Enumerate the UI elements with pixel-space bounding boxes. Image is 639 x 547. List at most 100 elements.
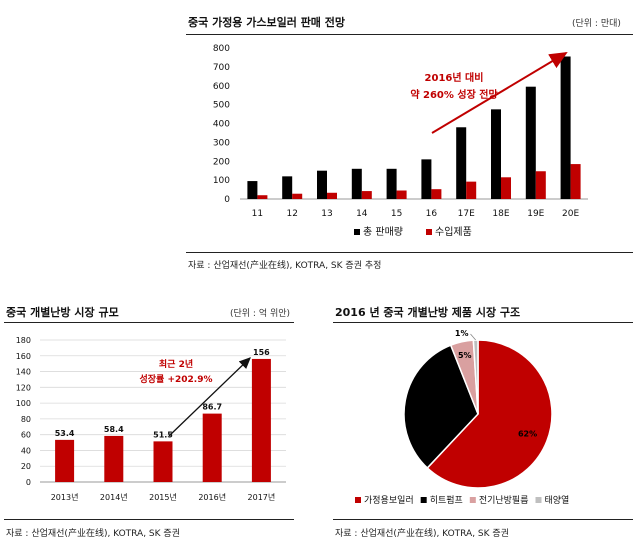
legend-label: 가정용보일러	[364, 495, 414, 506]
bar-total	[525, 86, 536, 199]
annotation-line2: 성장률 +202.9%	[140, 373, 213, 385]
y-tick-label: 80	[21, 415, 31, 424]
bar-import	[501, 177, 511, 199]
x-tick-label: 12	[286, 209, 297, 219]
top-source-rule	[186, 252, 633, 253]
y-tick-label: 0	[26, 478, 31, 487]
y-tick-label: 0	[224, 195, 230, 205]
bar-import	[327, 192, 337, 199]
pie-slice	[426, 339, 553, 489]
legend-label: 히트펌프	[430, 494, 463, 506]
legend-label: 총 판매량	[363, 226, 403, 238]
legend-swatch	[420, 497, 427, 503]
x-tick-label: 11	[252, 209, 263, 219]
x-tick-label: 17E	[458, 209, 475, 219]
bar	[251, 358, 271, 482]
bar-total	[351, 168, 362, 199]
bar	[104, 435, 124, 482]
pie-chart: 62% 32% 5% 1% 가정용보일러 히트펌프 전기난방필름 태양열	[355, 329, 570, 506]
slice-label: 62%	[518, 430, 537, 439]
bar	[55, 439, 75, 482]
y-tick-label: 700	[213, 63, 230, 73]
bar-import	[361, 191, 372, 199]
bar-import	[257, 195, 268, 199]
bar-import	[292, 193, 303, 199]
y-tick-label: 140	[16, 368, 31, 377]
bar-import	[431, 189, 442, 199]
top-source-note: 자료 : 산업재선(产业在线), KOTRA, SK 증권 추정	[188, 261, 382, 271]
bar-total	[282, 176, 293, 199]
y-tick-label: 180	[16, 336, 31, 345]
x-tick-label: 13	[321, 209, 332, 219]
bar-total	[456, 127, 467, 199]
legend-swatch	[354, 229, 360, 235]
bar-import	[396, 190, 407, 199]
x-tick-label: 19E	[527, 209, 544, 219]
growth-arrow	[431, 51, 568, 134]
y-tick-label: 200	[213, 157, 230, 167]
top-title-rule	[186, 34, 633, 35]
x-tick-label: 14	[356, 209, 368, 219]
data-label: 156	[253, 348, 270, 357]
y-tick-label: 20	[21, 462, 31, 471]
y-tick-label: 800	[213, 44, 230, 54]
pie-slice	[403, 344, 479, 470]
y-tick-label: 100	[213, 176, 230, 186]
pie-slice	[472, 339, 479, 415]
slice-label: 32%	[416, 400, 435, 409]
legend-label: 태양열	[545, 495, 570, 506]
data-label: 51.5	[153, 430, 173, 439]
slice-label: 1%	[455, 329, 469, 338]
legend-swatch	[469, 497, 476, 503]
y-tick-label: 40	[21, 446, 31, 455]
y-tick-label: 60	[21, 431, 31, 440]
slice-leader-line	[470, 333, 476, 341]
x-tick-label: 20E	[562, 209, 579, 219]
x-tick-label: 2015년	[149, 492, 177, 502]
top-bar-chart: 0 100 200 300 400 500 600 700 800 11 12 13 14 15 16 17E…	[213, 44, 588, 238]
x-tick-label: 2014년	[100, 492, 128, 502]
y-tick-label: 400	[213, 120, 230, 130]
x-tick-label: 2013년	[51, 492, 79, 502]
data-label: 58.4	[104, 425, 124, 434]
right-source-note: 자료 : 산업재선(产业在线), KOTRA, SK 증권	[335, 529, 509, 539]
bar-import	[535, 171, 546, 199]
data-label: 86.7	[202, 403, 222, 412]
bar-total	[386, 168, 397, 199]
legend-swatch	[355, 497, 361, 503]
y-tick-label: 100	[16, 399, 31, 408]
slice-label: 5%	[458, 351, 472, 360]
top-chart-title: 중국 가정용 가스보일러 판매 전망	[188, 16, 345, 29]
bar-total	[560, 56, 571, 200]
annotation-line2: 약 260% 성장 전망	[410, 88, 498, 101]
left-title-rule	[4, 322, 294, 323]
x-tick-label: 18E	[492, 209, 509, 219]
bar-import	[466, 181, 477, 199]
y-tick-label: 600	[213, 82, 230, 92]
data-label: 53.4	[55, 429, 75, 438]
bar	[202, 413, 222, 482]
right-source-rule	[333, 519, 633, 520]
bar-import	[570, 164, 581, 199]
bar-total	[491, 109, 501, 199]
y-tick-label: 300	[213, 138, 230, 148]
growth-arrow	[168, 357, 251, 437]
legend-label: 수입제품	[435, 225, 472, 238]
y-tick-label: 500	[213, 101, 230, 111]
left-chart-title: 중국 개별난방 시장 규모	[6, 306, 119, 319]
left-source-rule	[4, 519, 294, 520]
bar	[153, 441, 173, 482]
left-bar-chart: 0 20 40 60 80 100 120 140 160 180 53.4 2013년 58.4 201…	[16, 336, 286, 502]
y-tick-label: 120	[16, 383, 31, 392]
annotation-line1: 2016년 대비	[425, 71, 484, 84]
annotation-line1: 최근 2년	[159, 358, 193, 370]
legend-label: 전기난방필름	[479, 494, 529, 506]
left-source-note: 자료 : 산업재선(产业在线), KOTRA, SK 증권	[6, 529, 180, 539]
bar-total	[317, 170, 327, 199]
legend-swatch	[426, 229, 432, 235]
legend-swatch	[535, 497, 542, 503]
right-chart-title: 2016 년 중국 개별난방 제품 시장 구조	[335, 306, 521, 319]
y-tick-label: 160	[16, 352, 31, 361]
x-tick-label: 2016년	[198, 492, 226, 502]
right-title-rule	[333, 322, 633, 323]
